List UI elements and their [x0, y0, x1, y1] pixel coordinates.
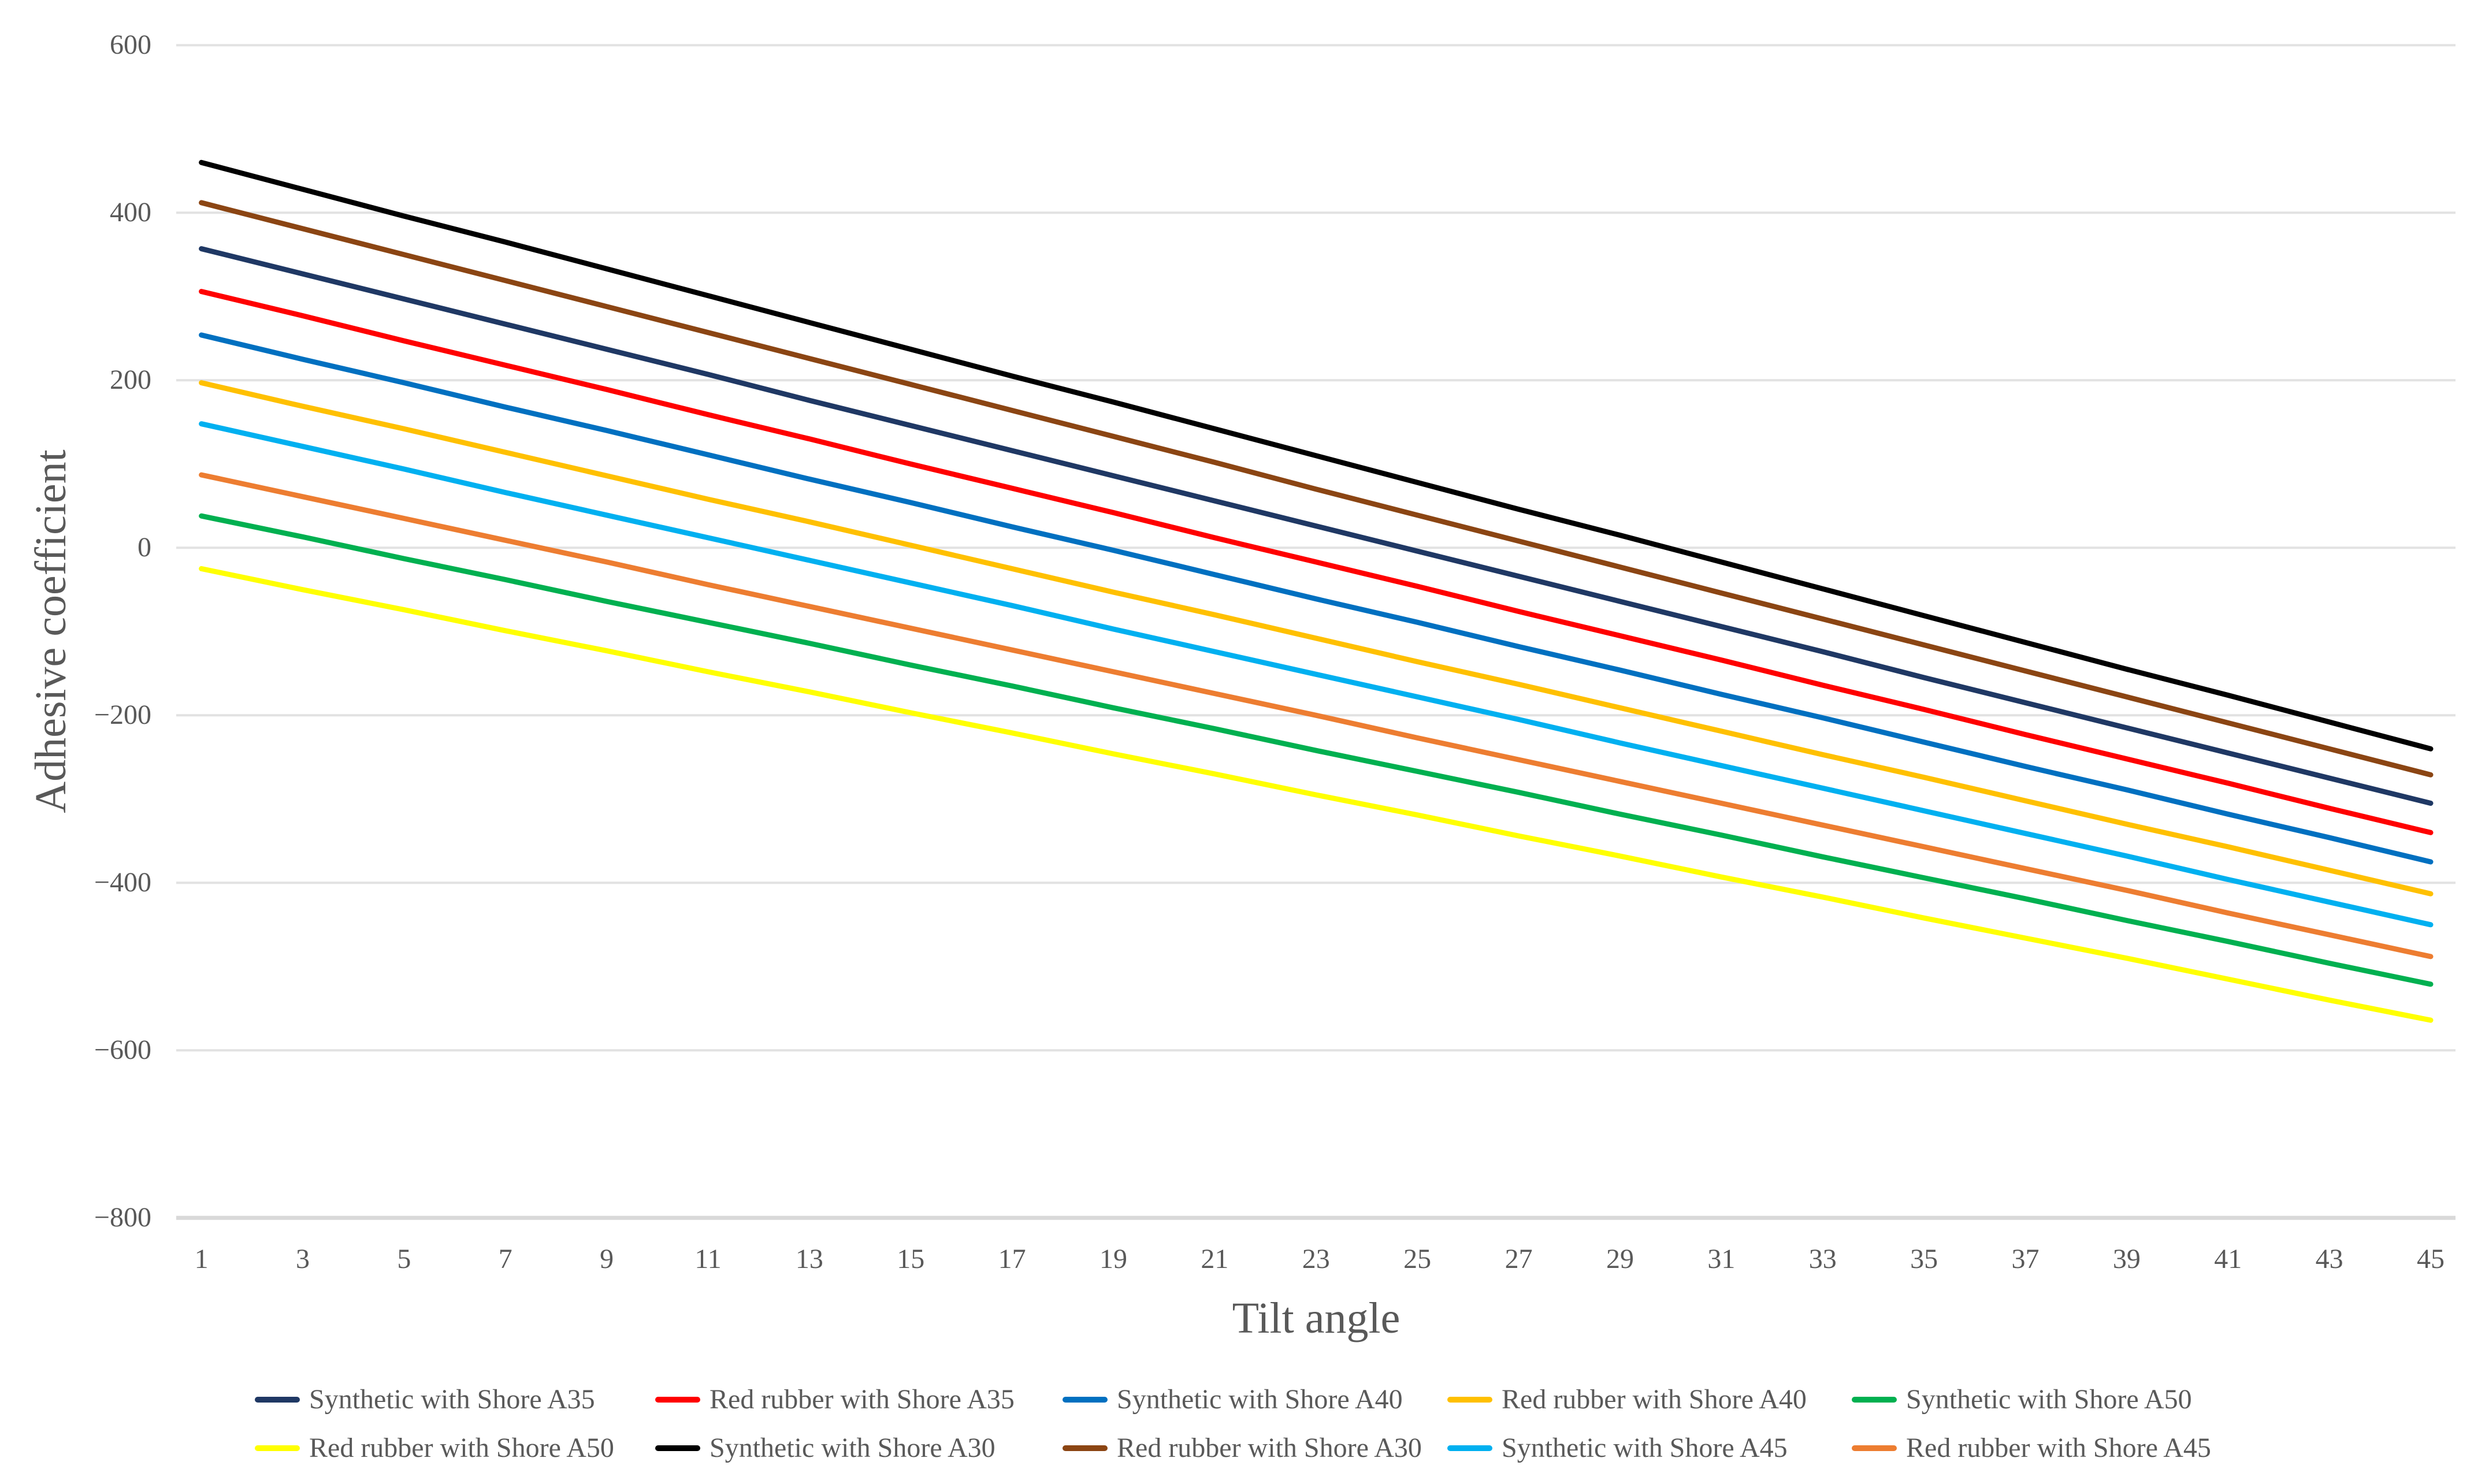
legend-label: Synthetic with Shore A50 — [1906, 1384, 2192, 1415]
legend-item-synthetic-with-shore-a35: Synthetic with Shore A35 — [255, 1382, 595, 1417]
legend-item-synthetic-with-shore-a50: Synthetic with Shore A50 — [1852, 1382, 2192, 1417]
x-axis-tick-label: 3 — [295, 1244, 310, 1274]
legend-item-red-rubber-with-shore-a40: Red rubber with Shore A40 — [1447, 1382, 1807, 1417]
x-axis-tick-label: 21 — [1201, 1244, 1229, 1274]
y-axis-title: Adhesive coefficient — [27, 449, 75, 813]
legend-label: Red rubber with Shore A50 — [309, 1433, 614, 1463]
series-line-synthetic-with-shore-a40 — [199, 332, 2434, 865]
x-axis-tick-label: 1 — [194, 1244, 209, 1274]
y-axis-tick-label: 400 — [110, 197, 151, 228]
series-line-red-rubber-with-shore-a45 — [199, 472, 2434, 959]
legend-label: Red rubber with Shore A35 — [709, 1384, 1015, 1415]
legend-label: Red rubber with Shore A45 — [1906, 1433, 2211, 1463]
y-axis-tick-label: −600 — [94, 1035, 151, 1066]
y-axis-tick-label: −400 — [94, 867, 151, 898]
legend-line-swatch-icon — [1063, 1445, 1108, 1451]
x-axis-tick-label: 13 — [795, 1244, 823, 1274]
x-axis-tick-label: 41 — [2214, 1244, 2242, 1274]
x-axis-title: Tilt angle — [1232, 1294, 1401, 1342]
x-axis-tick-label: 25 — [1403, 1244, 1432, 1274]
x-axis-tick-label: 7 — [498, 1244, 512, 1274]
x-axis-tick-label: 11 — [694, 1244, 722, 1274]
legend-line-swatch-icon — [1447, 1397, 1492, 1403]
legend-line-swatch-icon — [655, 1397, 700, 1403]
x-axis-tick-label: 9 — [600, 1244, 614, 1274]
legend-line-swatch-icon — [255, 1445, 300, 1451]
series-line-synthetic-with-shore-a35 — [199, 246, 2434, 806]
x-axis-tick-label: 31 — [1707, 1244, 1736, 1274]
y-axis-tick-label: 600 — [110, 29, 151, 61]
y-axis-tick-label: −800 — [94, 1202, 151, 1233]
x-axis-tick-label: 19 — [1099, 1244, 1128, 1274]
x-axis-tick-label: 29 — [1606, 1244, 1634, 1274]
x-axis-tick-label: 35 — [1910, 1244, 1938, 1274]
x-axis-tick-label: 17 — [998, 1244, 1026, 1274]
legend-item-synthetic-with-shore-a40: Synthetic with Shore A40 — [1063, 1382, 1403, 1417]
series-line-red-rubber-with-shore-a50 — [199, 566, 2434, 1023]
x-axis-tick-label: 15 — [897, 1244, 925, 1274]
legend-line-swatch-icon — [655, 1445, 700, 1451]
y-axis-tick-label: 200 — [110, 365, 151, 396]
legend-label: Red rubber with Shore A30 — [1117, 1433, 1422, 1463]
legend-line-swatch-icon — [1852, 1445, 1897, 1451]
series-line-red-rubber-with-shore-a30 — [199, 200, 2434, 778]
legend-item-synthetic-with-shore-a45: Synthetic with Shore A45 — [1447, 1431, 1788, 1466]
x-axis-tick-label: 23 — [1302, 1244, 1330, 1274]
x-axis-tick-label: 5 — [397, 1244, 411, 1274]
x-axis-tick-label: 27 — [1505, 1244, 1533, 1274]
legend-label: Synthetic with Shore A45 — [1502, 1433, 1788, 1463]
legend-item-synthetic-with-shore-a30: Synthetic with Shore A30 — [655, 1431, 995, 1466]
legend-item-red-rubber-with-shore-a45: Red rubber with Shore A45 — [1852, 1431, 2211, 1466]
legend-label: Synthetic with Shore A40 — [1117, 1384, 1403, 1415]
legend-item-red-rubber-with-shore-a50: Red rubber with Shore A50 — [255, 1431, 614, 1466]
series-line-synthetic-with-shore-a30 — [199, 159, 2434, 752]
legend-line-swatch-icon — [255, 1397, 300, 1403]
legend-item-red-rubber-with-shore-a35: Red rubber with Shore A35 — [655, 1382, 1015, 1417]
legend-label: Synthetic with Shore A30 — [709, 1433, 995, 1463]
legend-label: Synthetic with Shore A35 — [309, 1384, 595, 1415]
x-axis-tick-label: 45 — [2417, 1244, 2445, 1274]
legend-line-swatch-icon — [1852, 1397, 1897, 1403]
legend-item-red-rubber-with-shore-a30: Red rubber with Shore A30 — [1063, 1431, 1422, 1466]
series-line-red-rubber-with-shore-a40 — [199, 380, 2434, 897]
x-axis-tick-label: 37 — [2011, 1244, 2040, 1274]
series-line-synthetic-with-shore-a50 — [199, 513, 2434, 987]
x-axis-tick-label: 33 — [1808, 1244, 1837, 1274]
x-axis-tick-label: 39 — [2112, 1244, 2141, 1274]
legend-line-swatch-icon — [1447, 1445, 1492, 1451]
y-axis-tick-label: −200 — [94, 700, 151, 731]
legend-line-swatch-icon — [1063, 1397, 1108, 1403]
x-axis-tick-label: 43 — [2315, 1244, 2343, 1274]
y-axis-tick-label: 0 — [138, 532, 151, 563]
series-line-synthetic-with-shore-a45 — [199, 421, 2434, 928]
series-line-red-rubber-with-shore-a35 — [199, 289, 2434, 835]
legend-label: Red rubber with Shore A40 — [1502, 1384, 1807, 1415]
